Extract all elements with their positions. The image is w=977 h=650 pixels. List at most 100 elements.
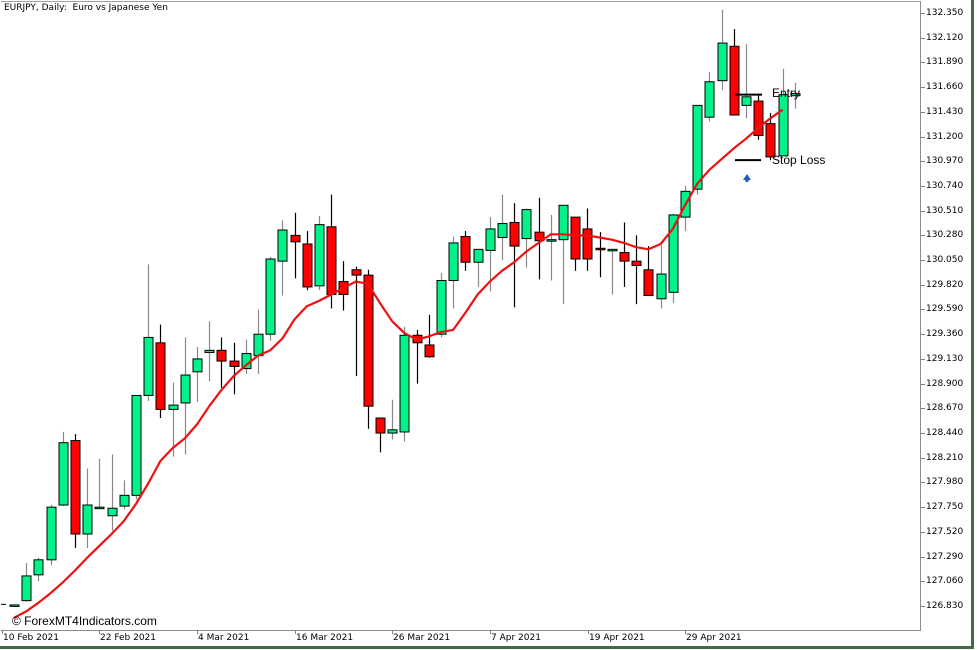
price-label: 129.590 bbox=[926, 304, 964, 314]
price-tick bbox=[921, 532, 925, 533]
bull-candle bbox=[168, 404, 179, 410]
price-tick bbox=[921, 557, 925, 558]
price-label: 129.360 bbox=[926, 329, 964, 339]
bear-candle bbox=[534, 231, 545, 242]
bear-candle bbox=[290, 234, 301, 243]
time-label: 22 Feb 2021 bbox=[100, 633, 157, 643]
bull-candle bbox=[741, 96, 752, 106]
time-tick bbox=[392, 630, 393, 634]
bull-candle bbox=[497, 223, 508, 239]
time-label: 10 Feb 2021 bbox=[3, 633, 60, 643]
time-label: 26 Mar 2021 bbox=[393, 633, 451, 643]
entry-label: Entry bbox=[772, 86, 801, 100]
price-tick bbox=[921, 458, 925, 459]
bull-candle bbox=[143, 336, 154, 396]
price-tick bbox=[921, 62, 925, 63]
price-label: 128.670 bbox=[926, 403, 964, 413]
price-label: 130.280 bbox=[926, 230, 964, 240]
price-tick bbox=[921, 87, 925, 88]
bear-candle bbox=[155, 342, 166, 410]
watermark: © ForexMT4Indicators.com bbox=[12, 614, 157, 628]
bull-candle bbox=[21, 575, 32, 602]
bull-candle bbox=[717, 42, 728, 82]
bear-candle bbox=[643, 269, 654, 297]
bull-candle bbox=[521, 209, 532, 240]
bear-candle bbox=[729, 45, 740, 116]
bull-candle bbox=[485, 228, 496, 251]
price-label: 127.290 bbox=[926, 552, 964, 562]
bull-candle bbox=[692, 104, 703, 190]
price-tick bbox=[921, 581, 925, 582]
bear-candle bbox=[509, 221, 520, 247]
time-tick bbox=[2, 630, 3, 634]
bull-candle bbox=[192, 358, 203, 373]
price-label: 129.130 bbox=[926, 354, 964, 364]
time-tick bbox=[685, 630, 686, 634]
price-tick bbox=[921, 186, 925, 187]
time-tick bbox=[588, 630, 589, 634]
bull-candle bbox=[790, 93, 801, 97]
price-tick bbox=[921, 235, 925, 236]
bear-candle bbox=[631, 260, 642, 266]
price-label: 128.900 bbox=[926, 379, 964, 389]
price-label: 130.510 bbox=[926, 206, 964, 216]
price-label: 128.210 bbox=[926, 453, 964, 463]
price-label: 126.830 bbox=[926, 601, 964, 611]
bull-candle bbox=[778, 94, 789, 157]
bull-candle bbox=[119, 494, 130, 507]
price-tick bbox=[921, 507, 925, 508]
bull-candle bbox=[204, 349, 215, 353]
bull-candle bbox=[265, 258, 276, 335]
bull-candle bbox=[131, 394, 142, 496]
price-tick bbox=[921, 408, 925, 409]
price-label: 127.980 bbox=[926, 477, 964, 487]
price-tick bbox=[921, 285, 925, 286]
time-label: 7 Apr 2021 bbox=[491, 633, 541, 643]
bull-candle bbox=[387, 429, 398, 434]
price-label: 131.430 bbox=[926, 107, 964, 117]
bull-candle bbox=[436, 279, 447, 335]
bull-candle bbox=[107, 507, 118, 517]
price-label: 130.050 bbox=[926, 255, 964, 265]
time-tick bbox=[99, 630, 100, 634]
price-tick bbox=[921, 309, 925, 310]
price-tick bbox=[921, 334, 925, 335]
price-label: 132.120 bbox=[926, 33, 964, 43]
bear-candle bbox=[229, 360, 240, 367]
price-tick bbox=[921, 384, 925, 385]
time-tick bbox=[295, 630, 296, 634]
price-tick bbox=[921, 38, 925, 39]
bull-candle bbox=[558, 204, 569, 241]
bear-candle bbox=[375, 417, 386, 434]
bull-candle bbox=[607, 248, 618, 252]
bull-candle bbox=[668, 214, 679, 293]
price-label: 127.060 bbox=[926, 576, 964, 586]
price-tick bbox=[921, 137, 925, 138]
price-label: 128.440 bbox=[926, 428, 964, 438]
bull-candle bbox=[546, 239, 557, 242]
price-label: 127.750 bbox=[926, 502, 964, 512]
time-tick bbox=[197, 630, 198, 634]
bull-candle bbox=[277, 229, 288, 262]
bear-candle bbox=[582, 228, 593, 260]
buy-arrow-stem bbox=[745, 179, 749, 182]
bear-candle bbox=[326, 226, 337, 295]
bear-candle bbox=[753, 100, 764, 136]
price-tick bbox=[921, 161, 925, 162]
moving-average-line bbox=[13, 108, 784, 619]
bear-candle bbox=[70, 440, 81, 535]
bull-candle bbox=[314, 224, 325, 287]
price-label: 131.660 bbox=[926, 82, 964, 92]
bull-candle bbox=[253, 333, 264, 357]
bull-candle bbox=[704, 81, 715, 118]
price-tick bbox=[921, 112, 925, 113]
price-label: 130.970 bbox=[926, 156, 964, 166]
plot-area[interactable] bbox=[1, 1, 921, 631]
price-label: 131.890 bbox=[926, 57, 964, 67]
bull-candle bbox=[33, 559, 44, 576]
bull-candle bbox=[656, 273, 667, 300]
bull-candle bbox=[448, 242, 459, 281]
